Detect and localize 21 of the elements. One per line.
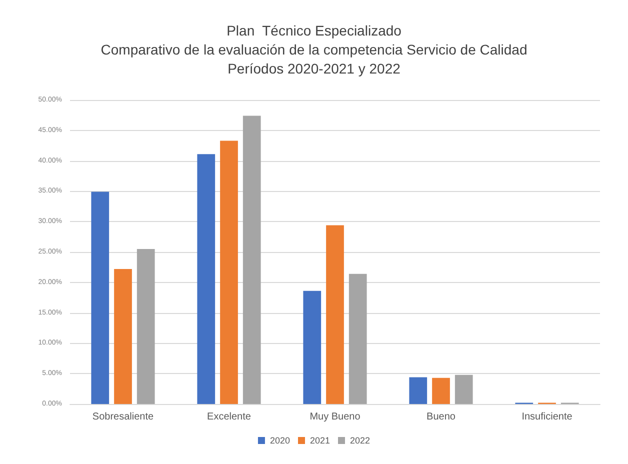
bar xyxy=(91,192,110,404)
bar xyxy=(432,378,450,404)
bar xyxy=(220,140,238,404)
bar xyxy=(114,269,132,404)
bar xyxy=(197,154,216,404)
legend-label: 2020 xyxy=(270,436,290,446)
bar xyxy=(242,116,261,404)
bar xyxy=(326,225,344,404)
bar xyxy=(136,248,155,404)
legend-label: 2021 xyxy=(310,436,330,446)
chart-title: Plan Técnico Especializado Comparativo de la evaluación de la competencia Servicio de Calidad Períodos 2020-2021 y 2022 xyxy=(100,22,528,76)
bar xyxy=(348,274,367,404)
x-tick-label: Sobresaliente xyxy=(92,412,154,422)
bar xyxy=(454,374,473,404)
legend-label: 2022 xyxy=(350,436,370,446)
x-tick-label: Insuficiente xyxy=(522,412,573,422)
x-tick-label: Bueno xyxy=(426,412,456,422)
x-tick-label: Excelente xyxy=(207,412,252,422)
bar xyxy=(303,290,322,404)
bar xyxy=(409,377,428,404)
x-tick-label: Muy Bueno xyxy=(310,412,361,422)
